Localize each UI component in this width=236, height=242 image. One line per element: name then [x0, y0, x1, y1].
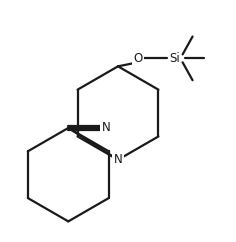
Text: Si: Si	[169, 52, 180, 65]
Text: N: N	[102, 121, 110, 135]
Text: N: N	[114, 153, 122, 166]
Text: O: O	[133, 52, 143, 65]
